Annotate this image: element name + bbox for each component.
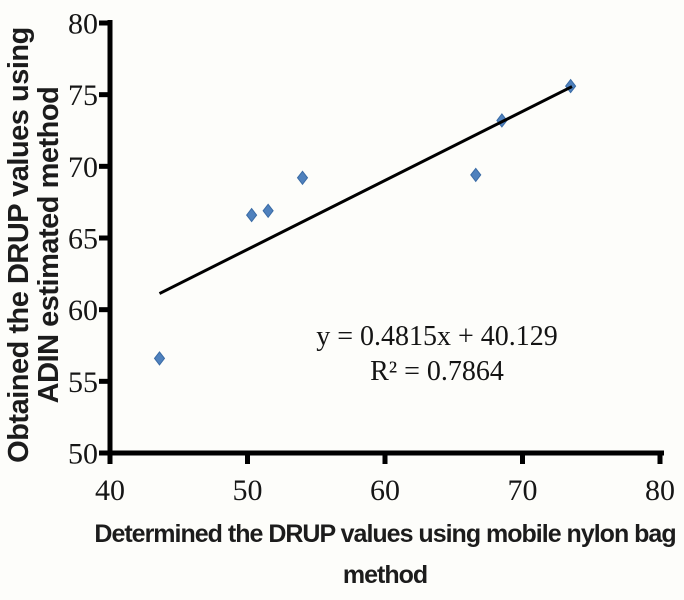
x-axis-title-line1: Determined the DRUP values using mobile … bbox=[94, 520, 676, 548]
r-squared-value: R² = 0.7864 bbox=[370, 356, 504, 387]
trendline-equation: y = 0.4815x + 40.129 bbox=[316, 321, 558, 352]
x-axis-title: Determined the DRUP values using mobile … bbox=[85, 514, 684, 596]
data-point bbox=[470, 167, 482, 183]
y-tick-label: 80 bbox=[68, 8, 98, 41]
data-point bbox=[245, 207, 258, 223]
y-tick-label: 65 bbox=[68, 223, 98, 256]
x-tick-label: 80 bbox=[645, 474, 675, 507]
x-tick-label: 40 bbox=[95, 474, 125, 507]
x-axis-title-line2: method bbox=[342, 561, 428, 589]
y-tick-label: 60 bbox=[68, 294, 98, 327]
data-point bbox=[262, 203, 274, 219]
trendline-annotation: y = 0.4815x + 40.129 R² = 0.7864 bbox=[312, 319, 562, 389]
y-tick-label: 55 bbox=[68, 366, 98, 399]
y-tick-label: 50 bbox=[68, 438, 98, 471]
x-tick-label: 70 bbox=[508, 474, 538, 507]
trendline bbox=[158, 85, 573, 295]
y-tick-label: 70 bbox=[68, 151, 98, 184]
y-tick-label: 75 bbox=[68, 79, 98, 112]
x-tick-label: 50 bbox=[233, 474, 263, 507]
x-tick-label: 60 bbox=[370, 474, 400, 507]
data-point bbox=[296, 170, 309, 186]
data-point bbox=[153, 351, 166, 366]
